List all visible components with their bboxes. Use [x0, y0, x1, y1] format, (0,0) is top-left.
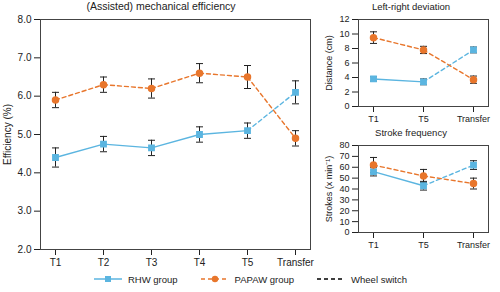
svg-text:50: 50	[339, 173, 349, 183]
svg-text:10: 10	[339, 217, 349, 227]
svg-text:T2: T2	[98, 257, 110, 268]
svg-text:5.0: 5.0	[18, 129, 32, 140]
svg-text:2: 2	[344, 87, 349, 97]
svg-text:T5: T5	[418, 114, 429, 124]
svg-text:30: 30	[339, 195, 349, 205]
svg-text:3.0: 3.0	[18, 205, 32, 216]
svg-text:4: 4	[344, 72, 349, 82]
svg-text:6: 6	[344, 58, 349, 68]
svg-text:T1: T1	[368, 114, 379, 124]
svg-text:8.0: 8.0	[18, 14, 32, 25]
svg-text:Transfer: Transfer	[277, 257, 315, 268]
svg-text:8: 8	[344, 43, 349, 53]
html-text:(Assisted) mechanical efficien: (Assisted) mechanical efficiency	[86, 0, 236, 12]
svg-text:Strokes (x min⁻¹): Strokes (x min⁻¹)	[324, 156, 334, 223]
svg-text:T5: T5	[242, 257, 254, 268]
svg-text:T4: T4	[194, 257, 206, 268]
svg-text:Transfer: Transfer	[457, 114, 490, 124]
svg-text:T5: T5	[418, 240, 429, 250]
svg-text:60: 60	[339, 162, 349, 172]
svg-text:T3: T3	[146, 257, 158, 268]
svg-text:12: 12	[339, 14, 349, 24]
svg-text:Efficiency (%): Efficiency (%)	[2, 104, 13, 165]
svg-text:10: 10	[339, 29, 349, 39]
svg-text:7.0: 7.0	[18, 52, 32, 63]
svg-text:Distance (cm): Distance (cm)	[324, 35, 334, 91]
svg-text:6.0: 6.0	[18, 90, 32, 101]
html-text:PAPAW group: PAPAW group	[234, 273, 295, 285]
html-text:RHW group: RHW group	[128, 273, 178, 285]
svg-text:Transfer: Transfer	[457, 240, 490, 250]
svg-text:4.0: 4.0	[18, 167, 32, 178]
svg-text:80: 80	[339, 140, 349, 150]
svg-text:20: 20	[339, 206, 349, 216]
svg-text:T1: T1	[50, 257, 62, 268]
html-text:Left-right deviation: Left-right deviation	[371, 1, 451, 12]
svg-text:0: 0	[344, 101, 349, 111]
svg-text:40: 40	[339, 184, 349, 194]
svg-text:70: 70	[339, 151, 349, 161]
svg-text:T1: T1	[368, 240, 379, 250]
html-text:Wheel switch: Wheel switch	[351, 273, 407, 285]
html-text:Stroke frequency: Stroke frequency	[375, 127, 447, 138]
svg-text:0: 0	[344, 227, 349, 237]
svg-text:2.0: 2.0	[18, 244, 32, 255]
